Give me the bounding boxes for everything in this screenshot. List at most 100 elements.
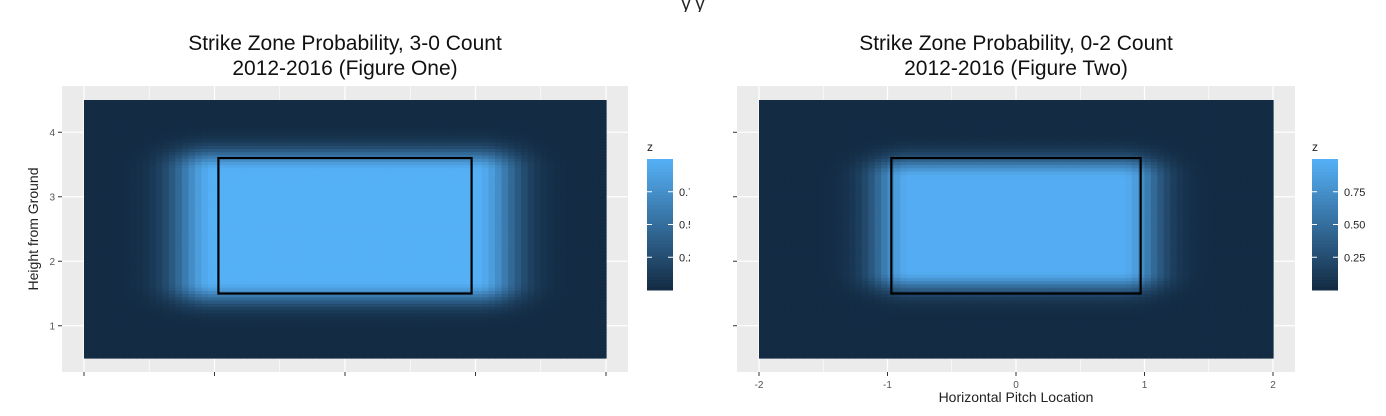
heatmap-tile [103,267,111,272]
heatmap-tile [397,196,405,201]
heatmap-tile [371,106,379,111]
heatmap-tile [482,348,490,353]
heatmap-tile [175,261,183,266]
heatmap-tile [371,299,379,304]
heatmap-tile [397,106,405,111]
heatmap-tile [175,158,183,162]
heatmap-tile [84,319,92,324]
heatmap-tile [423,332,431,337]
heatmap-tile [397,174,405,178]
heatmap-tile [247,187,255,191]
heatmap-tile [142,174,150,178]
heatmap-tile [410,306,418,311]
heatmap-tile [462,216,470,220]
heatmap-tile [410,203,418,208]
heatmap-tile [97,199,105,204]
heatmap-tile [403,193,411,198]
heatmap-tile [305,116,313,120]
heatmap-tile [207,312,216,317]
heatmap-tile [482,199,490,204]
heatmap-tile [318,196,327,201]
heatmap-tile [358,316,366,320]
heatmap-tile [97,206,105,211]
heatmap-tile [110,319,118,324]
heatmap-tile [442,125,451,130]
heatmap-tile [488,319,496,324]
heatmap-tile [188,316,196,320]
heatmap-tile [194,193,203,198]
heatmap-tile [292,116,300,120]
heatmap-tile [221,248,229,253]
heatmap-tile [325,203,333,208]
heatmap-tile [331,241,340,246]
heatmap-tile [442,138,451,143]
heatmap-tile [214,109,222,114]
heatmap-tile [442,341,451,346]
heatmap-tile [207,241,216,246]
heatmap-tile [318,145,327,149]
heatmap-tile [390,341,398,346]
heatmap-tile [149,341,157,346]
heatmap-tile [299,167,307,172]
heatmap-tile [410,170,418,175]
heatmap-tile [201,222,209,227]
heatmap-tile [207,106,216,111]
heatmap-tile [181,180,190,185]
heatmap-tile [442,203,451,208]
heatmap-tile [455,196,464,201]
heatmap-tile [318,216,327,220]
heatmap-tile [331,274,340,278]
heatmap-tile [90,161,98,166]
heatmap-tile [214,112,222,117]
heatmap-tile [110,287,118,291]
heatmap-tile [227,283,235,288]
heatmap-tile [429,154,437,159]
heatmap-tile [286,254,294,259]
heatmap-tile [266,154,274,159]
heatmap-tile [247,354,255,359]
heatmap-tile [377,351,385,356]
heatmap-tile [168,283,176,288]
heatmap-tile [429,319,437,324]
heatmap-tile [292,125,300,130]
heatmap-tile [475,129,483,133]
heatmap-tile [201,199,209,204]
heatmap-tile [488,322,496,327]
heatmap-tile [318,132,327,137]
heatmap-tile [436,345,444,349]
heatmap-tile [201,319,209,324]
heatmap-tile [377,312,385,317]
heatmap-tile [423,148,431,153]
heatmap-tile [253,187,261,191]
heatmap-tile [482,283,490,288]
heatmap-tile [273,280,281,285]
heatmap-tile [410,177,418,182]
heatmap-tile [253,161,261,166]
heatmap-tile [325,154,333,159]
heatmap-tile [384,203,392,208]
heatmap-tile [403,158,411,162]
heatmap-tile [331,151,340,156]
heatmap-tile [188,103,196,108]
heatmap-tile [338,216,346,220]
heatmap-tile [194,125,203,130]
heatmap-tile [110,270,118,275]
heatmap-tile [129,100,137,104]
heatmap-tile [482,112,490,117]
heatmap-tile [325,277,333,282]
heatmap-tile [423,306,431,311]
heatmap-tile [442,132,451,137]
heatmap-tile [247,100,255,104]
heatmap-tile [312,145,320,149]
heatmap-tile [462,322,470,327]
heatmap-tile [90,274,98,278]
heatmap-tile [384,190,392,195]
heatmap-tile [149,348,157,353]
heatmap-tile [358,122,366,127]
heatmap-tile [142,216,150,220]
heatmap-tile [90,322,98,327]
heatmap-tile [325,261,333,266]
heatmap-tile [201,299,209,304]
heatmap-tile [384,299,392,304]
heatmap-tile [240,119,248,124]
